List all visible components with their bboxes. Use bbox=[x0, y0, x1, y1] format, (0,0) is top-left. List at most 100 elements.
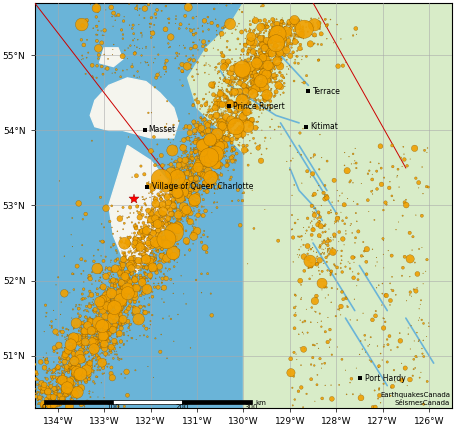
Point bbox=[33, 376, 40, 383]
Point bbox=[291, 18, 298, 25]
Point bbox=[127, 286, 135, 293]
Point bbox=[259, 63, 267, 69]
Point bbox=[42, 302, 49, 308]
Point bbox=[223, 88, 231, 94]
Point bbox=[84, 18, 91, 24]
Point bbox=[204, 129, 212, 136]
Text: Kitimat: Kitimat bbox=[311, 122, 339, 131]
Point bbox=[290, 39, 298, 46]
Point bbox=[221, 150, 228, 157]
Point bbox=[138, 238, 145, 245]
Point bbox=[64, 366, 71, 373]
Point bbox=[132, 237, 140, 244]
Point bbox=[387, 347, 394, 353]
Point bbox=[186, 130, 193, 136]
Point bbox=[70, 400, 77, 407]
Point bbox=[135, 238, 142, 245]
Point bbox=[147, 214, 154, 221]
Point bbox=[199, 171, 207, 178]
Point bbox=[107, 347, 114, 354]
Point bbox=[69, 371, 76, 378]
Point bbox=[110, 314, 117, 321]
Point bbox=[205, 71, 212, 78]
Point bbox=[153, 269, 160, 276]
Point bbox=[242, 27, 249, 33]
Point bbox=[262, 92, 269, 99]
Point bbox=[232, 117, 239, 124]
Point bbox=[237, 222, 244, 229]
Point bbox=[344, 195, 351, 202]
Point bbox=[213, 31, 221, 38]
Point bbox=[247, 63, 254, 70]
Point bbox=[203, 120, 210, 127]
Point bbox=[198, 203, 206, 210]
Point bbox=[91, 308, 98, 315]
Point bbox=[39, 360, 46, 366]
Point bbox=[114, 278, 121, 285]
Point bbox=[83, 17, 90, 24]
Point bbox=[123, 252, 131, 259]
Point bbox=[143, 286, 151, 293]
Point bbox=[66, 364, 73, 371]
Point bbox=[285, 21, 293, 27]
Point bbox=[75, 310, 82, 317]
Point bbox=[87, 339, 94, 346]
Point bbox=[291, 17, 298, 24]
Point bbox=[237, 79, 244, 86]
Point bbox=[257, 29, 264, 36]
Point bbox=[119, 273, 126, 280]
Point bbox=[83, 360, 91, 367]
Point bbox=[157, 244, 164, 251]
Point bbox=[262, 59, 269, 66]
Point bbox=[106, 297, 113, 304]
Point bbox=[255, 48, 262, 55]
Point bbox=[170, 208, 177, 215]
Point bbox=[306, 258, 313, 265]
Point bbox=[118, 296, 126, 302]
Point bbox=[213, 143, 220, 150]
Point bbox=[253, 60, 261, 66]
Point bbox=[231, 93, 238, 100]
Point bbox=[56, 402, 63, 408]
Point bbox=[81, 352, 88, 359]
Point bbox=[175, 118, 182, 124]
Point bbox=[84, 324, 91, 331]
Point bbox=[137, 30, 145, 36]
Point bbox=[146, 234, 153, 241]
Point bbox=[187, 27, 195, 34]
Point bbox=[71, 345, 78, 352]
Point bbox=[208, 125, 216, 132]
Point bbox=[178, 178, 186, 184]
Point bbox=[206, 89, 213, 96]
Point bbox=[148, 109, 155, 116]
Point bbox=[104, 323, 111, 329]
Point bbox=[214, 46, 222, 53]
Point bbox=[168, 186, 175, 193]
Point bbox=[192, 160, 199, 167]
Point bbox=[364, 342, 372, 349]
Point bbox=[126, 210, 134, 217]
Point bbox=[310, 41, 317, 48]
Point bbox=[171, 257, 178, 264]
Point bbox=[146, 294, 153, 301]
Point bbox=[267, 98, 274, 105]
Point bbox=[231, 131, 238, 138]
Point bbox=[269, 61, 277, 68]
Point bbox=[268, 85, 275, 92]
Point bbox=[232, 91, 239, 98]
Point bbox=[239, 47, 247, 54]
Point bbox=[149, 311, 156, 318]
Point bbox=[191, 150, 198, 157]
Point bbox=[299, 404, 307, 411]
Point bbox=[46, 393, 53, 400]
Point bbox=[252, 85, 259, 92]
Point bbox=[165, 40, 172, 47]
Point bbox=[83, 327, 90, 334]
Point bbox=[256, 59, 263, 66]
Point bbox=[304, 329, 311, 336]
Point bbox=[157, 220, 164, 227]
Point bbox=[131, 257, 139, 264]
Point bbox=[145, 1, 152, 8]
Point bbox=[159, 200, 166, 207]
Point bbox=[173, 224, 181, 231]
